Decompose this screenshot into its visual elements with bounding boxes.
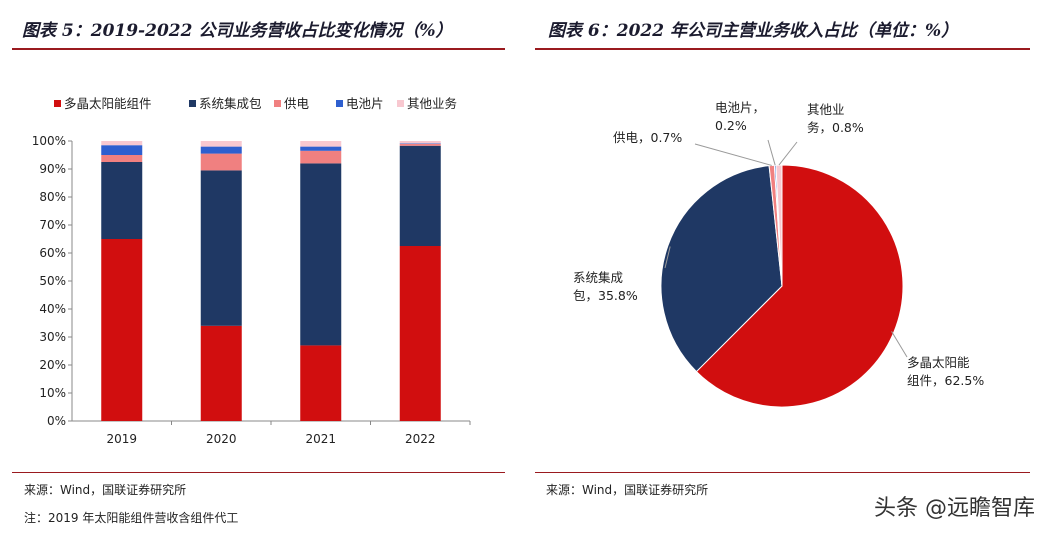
bar-segment-2019-0 — [101, 239, 143, 421]
legend-swatch — [397, 100, 404, 107]
y-tick-label: 0% — [47, 414, 66, 428]
legend-label: 其他业务 — [407, 96, 457, 111]
bar-segment-2019-3 — [101, 145, 143, 155]
legend-item-1: 系统集成包 — [189, 96, 262, 111]
bar-segment-2019-2 — [101, 155, 143, 162]
pie-label-0: 多晶太阳能 — [907, 355, 970, 370]
leader-line-0 — [891, 331, 908, 358]
legend-swatch — [54, 100, 61, 107]
legend-item-4: 其他业务 — [397, 96, 457, 111]
leader-line-3 — [767, 139, 776, 166]
x-tick-label: 2019 — [106, 432, 137, 446]
pie-chart: 多晶太阳能组件，62.5% 系统集成包，35.8% 供电，0.7% 电池片， 0.2% 其… — [573, 100, 984, 408]
legend-label: 多晶太阳能组件 — [64, 96, 152, 111]
pie-slice-1 — [660, 165, 783, 373]
x-tick-label: 2022 — [405, 432, 436, 446]
bar-segment-2020-1 — [200, 170, 242, 326]
bar-segment-2021-3 — [300, 146, 342, 151]
bar-segment-2019-1 — [101, 162, 143, 239]
left-title-rule — [12, 48, 505, 50]
bar-segment-2022-0 — [399, 246, 441, 421]
stacked-bar-chart: 多晶太阳能组件 系统集成包 供电 电池片 其他业务 0% 10% 20% 30% 40% 50% 60… — [32, 96, 471, 446]
bar-segment-2019-4 — [101, 141, 143, 146]
bar-segment-2020-4 — [200, 141, 242, 147]
left-source: 来源：Wind，国联证券研究所 — [24, 483, 187, 497]
pie-slice-0 — [695, 164, 904, 408]
legend-swatch — [336, 100, 343, 107]
bar-segment-2021-0 — [300, 345, 342, 421]
y-tick-label: 10% — [39, 386, 66, 400]
bar-segment-2021-4 — [300, 141, 342, 147]
legend-label: 电池片 — [346, 96, 384, 111]
left-chart-title: 图表 5：2019-2022 公司业务营收占比变化情况（%） — [22, 21, 453, 41]
bar-segment-2020-0 — [200, 325, 242, 421]
pie-label-1: 系统集成 — [573, 270, 623, 285]
pie-label-4: 其他业 — [807, 102, 845, 117]
left-note: 注：2019 年太阳能组件营收含组件代工 — [24, 511, 239, 525]
y-tick-label: 70% — [39, 218, 66, 232]
leader-line-4 — [778, 141, 798, 166]
bar-segment-2022-3 — [399, 143, 441, 144]
legend-swatch — [189, 100, 196, 107]
watermark: 头条 @远瞻智库 — [874, 496, 1035, 521]
pie-label-1: 包，35.8% — [573, 288, 638, 303]
pie-label-0: 组件，62.5% — [907, 373, 984, 388]
right-chart-title: 图表 6：2022 年公司主营业务收入占比（单位：%） — [548, 21, 959, 41]
legend-swatch — [274, 100, 281, 107]
bar-segment-2020-3 — [200, 146, 242, 154]
bar-segment-2020-2 — [200, 153, 242, 171]
y-tick-label: 50% — [39, 274, 66, 288]
y-tick-label: 60% — [39, 246, 66, 260]
leader-line-2 — [694, 143, 772, 166]
pie-label-4: 务，0.8% — [807, 120, 864, 135]
y-tick-label: 30% — [39, 330, 66, 344]
right-source-rule — [535, 472, 1030, 473]
bar-segment-2022-1 — [399, 145, 441, 246]
pie-label-2: 供电，0.7% — [613, 130, 682, 145]
pie-label-3: 电池片， — [715, 100, 765, 115]
bar-segment-2021-1 — [300, 163, 342, 346]
right-source: 来源：Wind，国联证券研究所 — [546, 483, 709, 497]
y-tick-label: 80% — [39, 190, 66, 204]
legend-item-3: 电池片 — [336, 96, 384, 111]
x-tick-label: 2021 — [305, 432, 336, 446]
legend-label: 供电 — [284, 96, 310, 111]
y-tick-label: 90% — [39, 162, 66, 176]
y-tick-label: 100% — [32, 134, 66, 148]
y-tick-label: 40% — [39, 302, 66, 316]
legend-label: 系统集成包 — [199, 96, 262, 111]
legend-item-2: 供电 — [274, 96, 310, 111]
legend-item-0: 多晶太阳能组件 — [54, 96, 152, 111]
x-tick-label: 2020 — [206, 432, 237, 446]
bar-segment-2022-2 — [399, 143, 441, 146]
leader-line-1 — [664, 246, 671, 269]
pie-slice-4 — [775, 164, 783, 287]
bar-segment-2021-2 — [300, 150, 342, 164]
left-source-rule — [12, 472, 505, 473]
y-tick-label: 20% — [39, 358, 66, 372]
right-title-rule — [535, 48, 1030, 50]
pie-label-3: 0.2% — [715, 118, 747, 133]
bar-segment-2022-4 — [399, 141, 441, 144]
